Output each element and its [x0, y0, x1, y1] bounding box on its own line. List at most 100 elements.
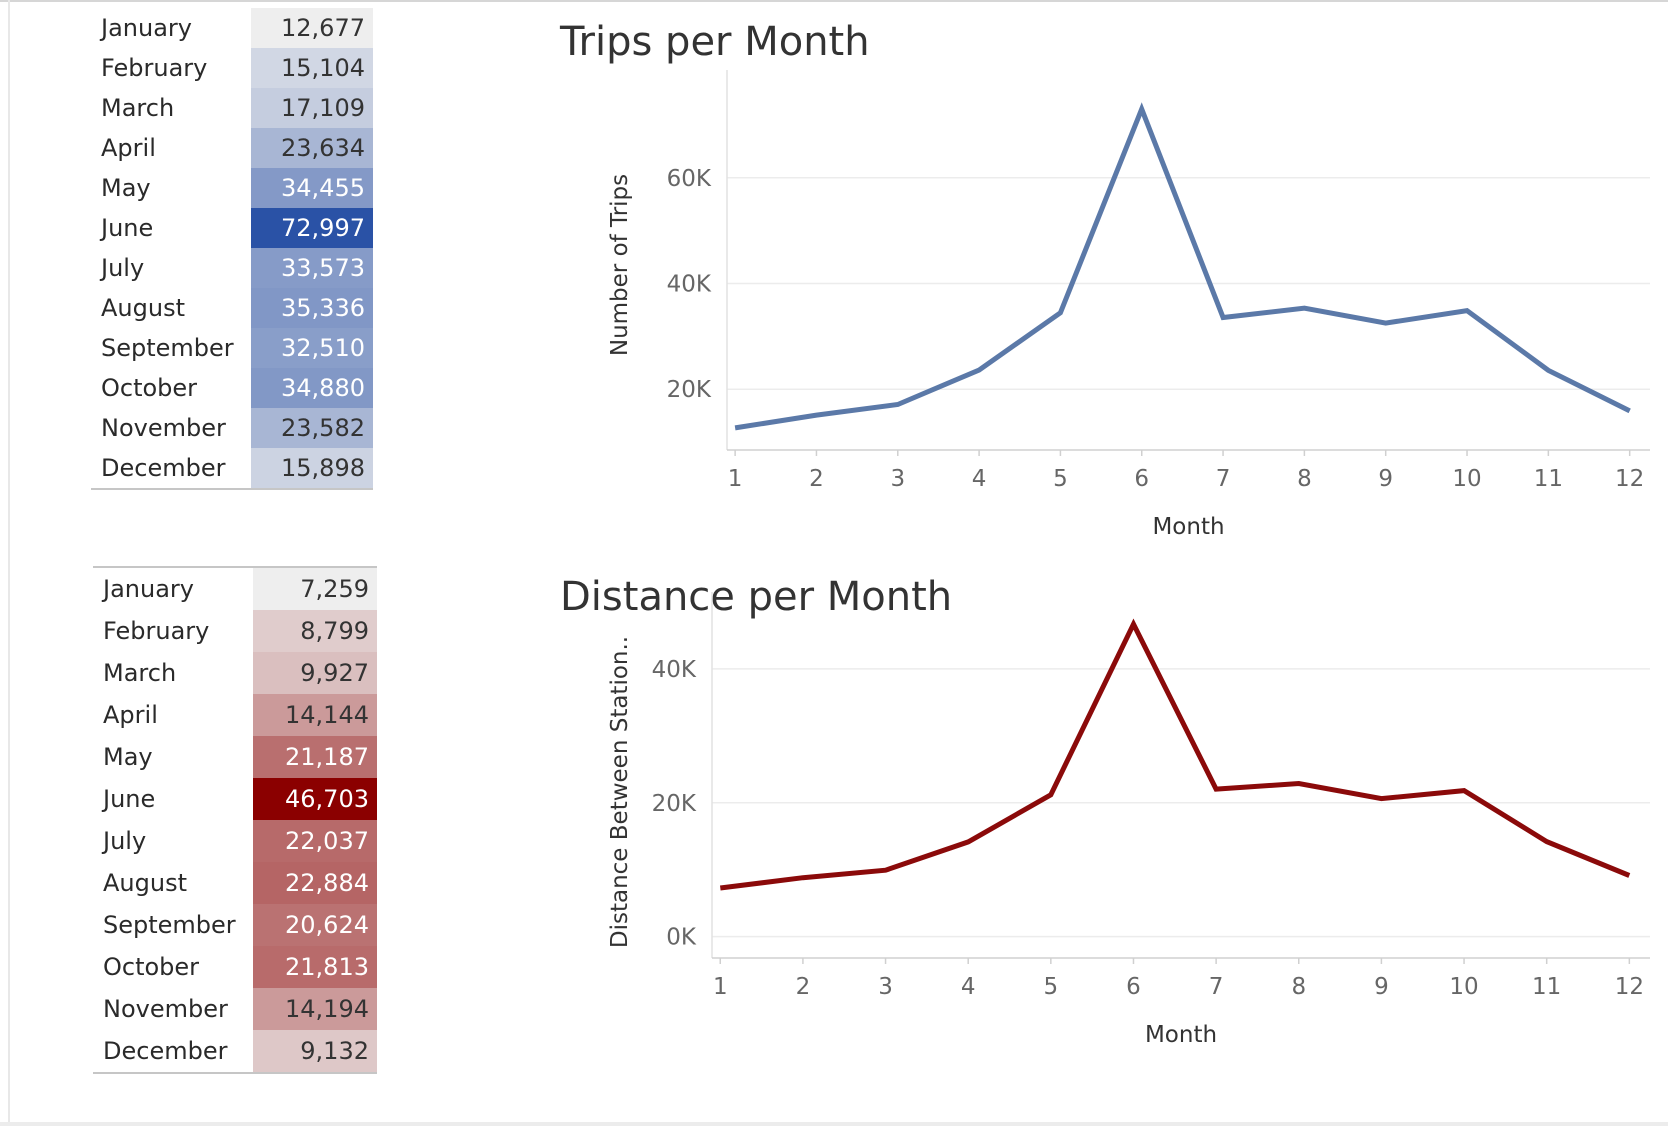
y-tick-label: 40K — [652, 657, 697, 683]
month-label: January — [101, 14, 192, 42]
x-tick-label: 7 — [1216, 466, 1231, 492]
value-cell: 15,104 — [251, 48, 373, 88]
table-row: June 46,703 — [93, 778, 377, 820]
y-tick-label: 0K — [666, 925, 697, 951]
x-axis-title: Month — [1145, 1022, 1217, 1048]
series-line — [719, 618, 1631, 891]
x-tick-label: 12 — [1615, 974, 1644, 1000]
month-label: July — [103, 827, 147, 855]
x-tick-label: 5 — [1044, 974, 1059, 1000]
table-row: March 17,109 — [91, 88, 373, 128]
value-cell: 22,037 — [253, 820, 377, 862]
x-axis-title: Month — [1152, 514, 1224, 540]
value-cell: 9,132 — [253, 1030, 377, 1073]
value-cell: 35,336 — [251, 288, 373, 328]
table-row: December 15,898 — [91, 448, 373, 489]
month-label: December — [101, 454, 226, 482]
month-label: October — [103, 953, 200, 981]
month-label: February — [101, 54, 208, 82]
month-label: September — [101, 334, 234, 362]
y-tick-label: 60K — [667, 166, 712, 192]
x-tick-label: 1 — [713, 974, 728, 1000]
x-tick-label: 6 — [1126, 974, 1141, 1000]
value-cell: 32,510 — [251, 328, 373, 368]
y-axis-title: Number of Trips — [607, 174, 633, 356]
table-row: February 15,104 — [91, 48, 373, 88]
month-label: May — [103, 743, 153, 771]
table-row: July 33,573 — [91, 248, 373, 288]
x-tick-label: 10 — [1449, 974, 1478, 1000]
value-cell: 33,573 — [251, 248, 373, 288]
table-row: September 20,624 — [93, 904, 377, 946]
x-tick-label: 3 — [878, 974, 893, 1000]
value-cell: 22,884 — [253, 862, 377, 904]
value-cell: 34,455 — [251, 168, 373, 208]
month-label: June — [101, 214, 154, 242]
series-line — [734, 102, 1631, 431]
table-row: September 32,510 — [91, 328, 373, 368]
table-row: April 23,634 — [91, 128, 373, 168]
table-row: November 14,194 — [93, 988, 377, 1030]
table-row: October 21,813 — [93, 946, 377, 988]
table-row: December 9,132 — [93, 1030, 377, 1073]
value-cell: 15,898 — [251, 448, 373, 489]
y-axis-title: Distance Between Station.. — [607, 636, 633, 948]
top-border — [0, 0, 1668, 2]
value-cell: 9,927 — [253, 652, 377, 694]
value-cell: 12,677 — [251, 8, 373, 48]
month-label: June — [103, 785, 156, 813]
left-border — [8, 0, 10, 1126]
value-cell: 46,703 — [253, 778, 377, 820]
table-row: August 22,884 — [93, 862, 377, 904]
month-label: May — [101, 174, 151, 202]
value-cell: 21,813 — [253, 946, 377, 988]
month-label: August — [103, 869, 187, 897]
x-tick-label: 9 — [1374, 974, 1389, 1000]
table-row: March 9,927 — [93, 652, 377, 694]
month-label: November — [103, 995, 228, 1023]
month-label: February — [103, 617, 210, 645]
table-row: January 12,677 — [91, 8, 373, 48]
value-cell: 20,624 — [253, 904, 377, 946]
value-cell: 72,997 — [251, 208, 373, 248]
x-tick-label: 4 — [961, 974, 976, 1000]
x-tick-label: 2 — [809, 466, 824, 492]
month-label: October — [101, 374, 198, 402]
month-label: March — [101, 94, 175, 122]
x-tick-label: 7 — [1209, 974, 1224, 1000]
table-row: July 22,037 — [93, 820, 377, 862]
table-row: November 23,582 — [91, 408, 373, 448]
table-row: May 34,455 — [91, 168, 373, 208]
x-tick-label: 1 — [728, 466, 743, 492]
month-label: September — [103, 911, 236, 939]
x-tick-label: 8 — [1297, 466, 1312, 492]
month-label: April — [103, 701, 158, 729]
x-tick-label: 5 — [1053, 466, 1068, 492]
table-row: February 8,799 — [93, 610, 377, 652]
value-cell: 34,880 — [251, 368, 373, 408]
value-cell: 23,582 — [251, 408, 373, 448]
value-cell: 7,259 — [253, 567, 377, 610]
distance-highlight-table: January 7,259 February 8,799 March 9,927 April… — [93, 566, 377, 1074]
table-row: June 72,997 — [91, 208, 373, 248]
table-row: October 34,880 — [91, 368, 373, 408]
table-row: January 7,259 — [93, 567, 377, 610]
value-cell: 21,187 — [253, 736, 377, 778]
y-tick-label: 40K — [667, 272, 712, 298]
month-label: March — [103, 659, 177, 687]
x-tick-label: 10 — [1452, 466, 1481, 492]
table-row: May 21,187 — [93, 736, 377, 778]
chart-title: Distance per Month — [560, 574, 952, 620]
month-label: August — [101, 294, 185, 322]
table-row: April 14,144 — [93, 694, 377, 736]
month-label: July — [101, 254, 145, 282]
x-tick-label: 2 — [796, 974, 811, 1000]
value-cell: 8,799 — [253, 610, 377, 652]
month-label: December — [103, 1037, 228, 1065]
x-tick-label: 11 — [1534, 466, 1563, 492]
y-tick-label: 20K — [667, 377, 712, 403]
month-label: November — [101, 414, 226, 442]
value-cell: 17,109 — [251, 88, 373, 128]
